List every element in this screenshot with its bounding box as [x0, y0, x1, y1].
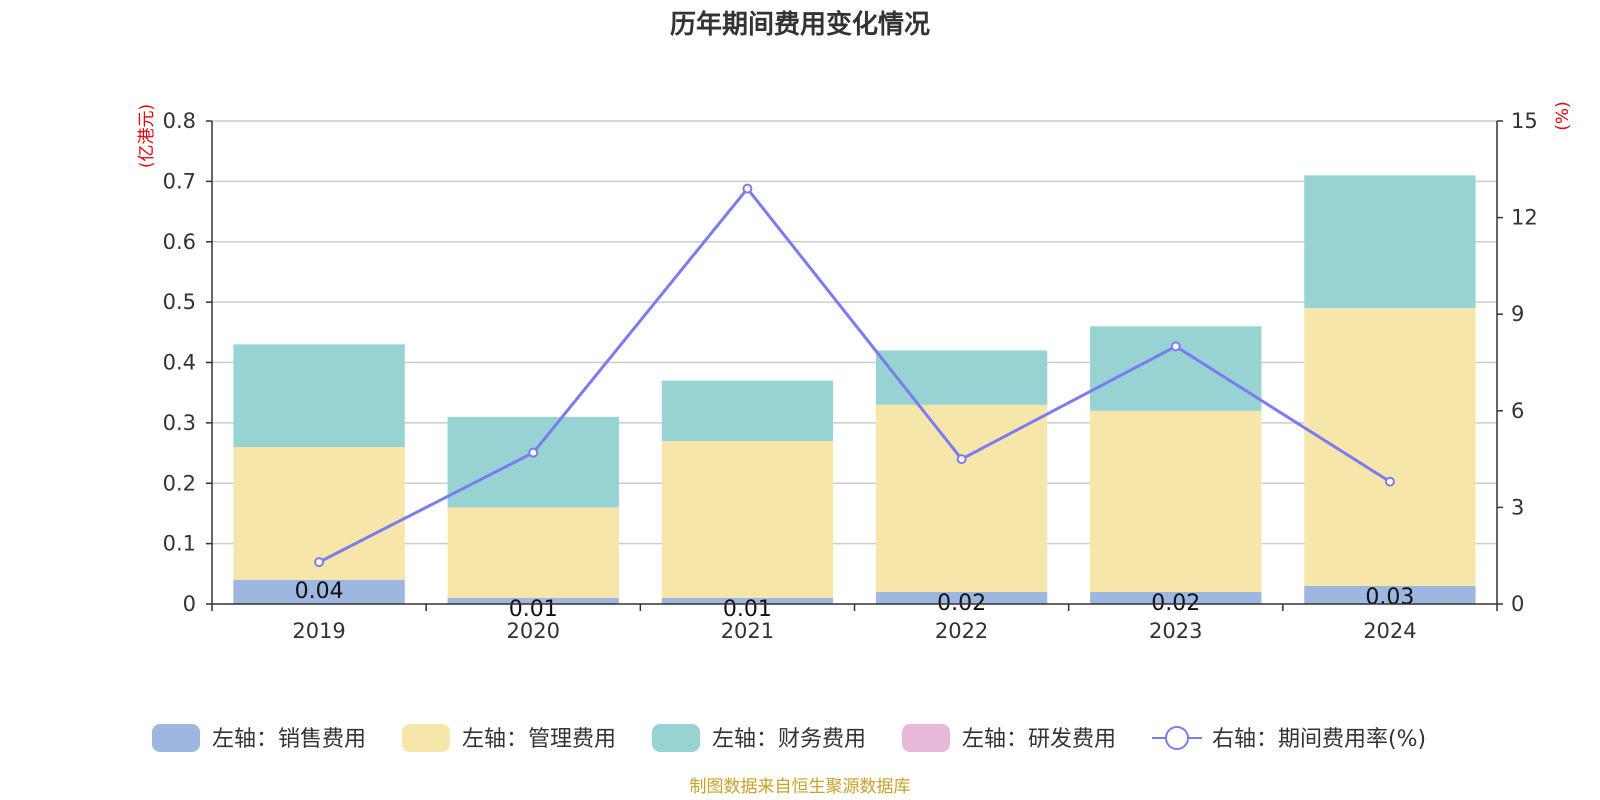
right-axis-tick-label: 6 [1511, 399, 1524, 423]
bar-segment [1304, 585, 1476, 604]
bar-segment [1090, 410, 1262, 592]
rate-series-line [318, 186, 1391, 564]
bar-segment [661, 597, 834, 604]
rate-point [1170, 341, 1181, 352]
left-axis-tick-label: 0 [183, 592, 196, 616]
left-axis-tick-label: 0.8 [163, 109, 196, 133]
legend-label: 左轴：财务费用 [712, 727, 866, 752]
bars [233, 175, 1476, 604]
bar-data-label: 0.03 [1365, 585, 1414, 610]
left-axis-tick-label: 0.2 [163, 471, 196, 495]
grid [212, 120, 1497, 545]
rate-point [1384, 476, 1395, 487]
left-axis-tick-label: 0.4 [163, 351, 196, 375]
right-axis-unit: (%) [1553, 101, 1573, 130]
legend: 左轴：销售费用 左轴：管理费用 左轴：财务费用 左轴：研发费用 右轴：期间费用率(%) [152, 724, 1426, 752]
x-axis-tick-label: 2023 [1149, 619, 1202, 643]
left-axis-tick-label: 0.5 [163, 290, 196, 314]
bar-segment [447, 507, 619, 598]
left-axis-tick-label: 0.3 [163, 411, 196, 435]
legend-swatch [652, 724, 700, 752]
x-axis-tick-label: 2019 [292, 619, 345, 643]
bar-segment [233, 344, 405, 448]
rate-point [528, 447, 539, 458]
bar-segment [661, 380, 834, 441]
legend-swatch [152, 724, 200, 752]
x-axis-tick-label: 2021 [721, 619, 774, 643]
bar-segment [1090, 326, 1262, 411]
x-axis-tick-label: 2024 [1363, 619, 1416, 643]
rate-line [314, 183, 1395, 568]
x-axis-tick-label: 2020 [507, 619, 560, 643]
bar-segment [447, 416, 619, 508]
rate-point [314, 557, 325, 568]
bar-segment [233, 579, 405, 604]
left-axis-unit: (亿港元) [137, 104, 157, 168]
legend-label: 右轴：期间费用率(%) [1212, 727, 1426, 752]
bar-segment [447, 597, 619, 604]
bar-segment [1090, 591, 1262, 604]
left-axis-tick-label: 0.6 [163, 230, 196, 254]
right-axis-tick-label: 15 [1511, 109, 1538, 133]
right-axis-tick-label: 3 [1511, 495, 1524, 519]
right-axis-tick-label: 0 [1511, 592, 1524, 616]
legend-swatch [402, 724, 450, 752]
legend-swatch [902, 724, 950, 752]
bar-data-label: 0.01 [509, 597, 558, 622]
bar-segment [875, 591, 1048, 604]
legend-label: 左轴：管理费用 [462, 727, 616, 752]
bar-data-label: 0.04 [295, 579, 344, 604]
axes: 0 0.1 0.2 0.3 0.4 0.5 0.6 0.7 0.8 0 3 6 9 12 15 2019 202… [163, 109, 1538, 643]
rate-point [956, 454, 967, 465]
left-axis-tick-label: 0.7 [163, 169, 196, 193]
source-note: 制图数据来自恒生聚源数据库 [690, 777, 911, 797]
left-axis-tick-label: 0.1 [163, 532, 196, 556]
right-axis-tick-label: 9 [1511, 302, 1524, 326]
bar-segment [875, 350, 1048, 405]
legend-line-marker [1165, 726, 1189, 750]
legend-label: 左轴：研发费用 [962, 727, 1116, 752]
bar-segment [1304, 308, 1476, 586]
legend-label: 左轴：销售费用 [212, 727, 366, 752]
right-axis-tick-label: 12 [1511, 206, 1538, 230]
bar-data-label: 0.01 [723, 597, 772, 622]
bar-segment [875, 404, 1048, 592]
chart-title: 历年期间费用变化情况 [670, 9, 930, 40]
bar-segment [661, 440, 834, 598]
rate-point [742, 183, 753, 194]
x-axis-tick-label: 2022 [935, 619, 988, 643]
bar-segment [1304, 175, 1476, 309]
